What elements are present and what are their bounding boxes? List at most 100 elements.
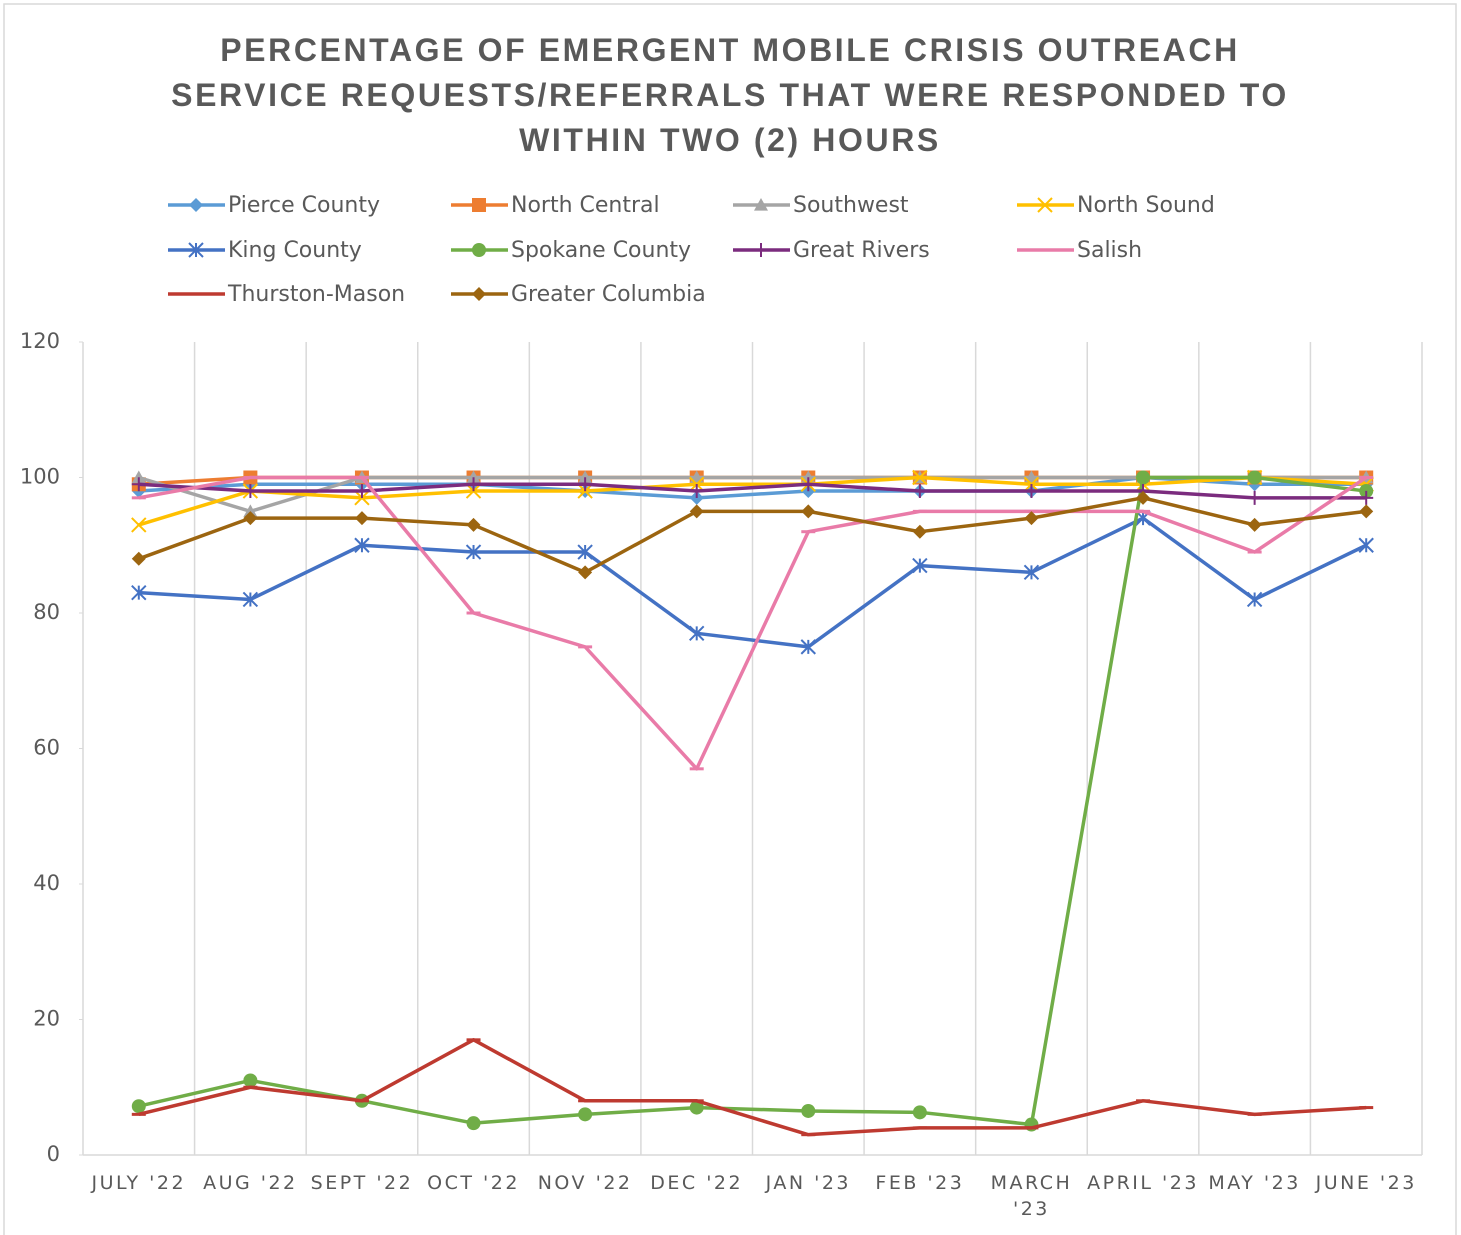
legend-label: North Central <box>511 193 660 218</box>
marker-part <box>912 469 928 486</box>
marker-part <box>466 1116 481 1131</box>
marker <box>1247 470 1262 485</box>
marker-part <box>1246 591 1263 608</box>
marker <box>1359 490 1374 505</box>
marker-part <box>131 584 147 601</box>
y-tick-label: 20 <box>33 1007 60 1031</box>
marker <box>912 469 928 486</box>
marker <box>578 565 593 580</box>
marker <box>800 639 816 655</box>
marker <box>243 1073 258 1088</box>
y-tick-label: 100 <box>20 465 60 489</box>
marker <box>801 1103 816 1118</box>
y-tick-label: 60 <box>33 736 60 760</box>
marker-part <box>800 639 816 655</box>
marker-part <box>1037 197 1053 213</box>
legend-marker <box>1037 197 1053 213</box>
marker <box>1246 591 1263 608</box>
marker <box>466 1116 481 1131</box>
x-tick-label: DEC '22 <box>650 1172 744 1194</box>
marker <box>131 1099 146 1114</box>
marker <box>912 1105 927 1120</box>
legend-label: North Sound <box>1077 193 1215 218</box>
marker <box>242 591 259 608</box>
legend-item: Spokane County <box>451 238 691 263</box>
marker <box>754 198 768 211</box>
marker-part <box>188 242 204 258</box>
marker-part <box>689 625 705 642</box>
marker <box>472 243 486 257</box>
marker <box>1023 564 1040 581</box>
marker <box>1136 490 1151 505</box>
series-line <box>138 516 1367 649</box>
marker <box>801 504 816 519</box>
marker <box>465 544 482 560</box>
marker-part <box>577 544 593 560</box>
marker <box>188 242 204 258</box>
marker <box>912 557 928 574</box>
marker <box>243 504 258 517</box>
marker <box>354 537 370 553</box>
x-tick-label: JAN '23 <box>765 1172 851 1194</box>
marker <box>689 484 704 499</box>
legend-item: Greater Columbia <box>451 282 706 307</box>
marker <box>801 477 816 492</box>
marker-part <box>465 544 482 560</box>
marker <box>131 584 147 601</box>
marker <box>466 477 481 492</box>
marker <box>131 517 147 533</box>
x-tick-label: JUNE '23 <box>1315 1172 1417 1194</box>
series-line <box>138 475 1368 771</box>
marker <box>577 544 593 560</box>
marker-part <box>578 470 593 484</box>
marker-part <box>131 470 146 484</box>
marker <box>1024 484 1039 499</box>
marker-part <box>801 1103 816 1118</box>
marker <box>912 484 927 499</box>
legend-label: Thurston-Mason <box>227 282 405 307</box>
marker <box>689 1100 704 1115</box>
frame <box>3 3 1457 1235</box>
legend-marker <box>188 242 204 258</box>
marker <box>689 625 705 642</box>
marker <box>354 511 369 526</box>
marker-part <box>354 484 369 499</box>
marker <box>243 484 258 499</box>
marker-part <box>689 504 704 519</box>
x-tick-label: APRIL '23 <box>1087 1172 1199 1194</box>
marker <box>466 470 481 484</box>
marker <box>689 504 704 519</box>
marker <box>472 287 486 301</box>
y-tick-label: 120 <box>20 329 60 353</box>
legend-label: Greater Columbia <box>511 282 706 307</box>
marker-part <box>754 243 768 257</box>
marker-part <box>1136 470 1151 485</box>
marker <box>578 470 593 484</box>
series-line <box>138 1038 1367 1137</box>
legend-item: Pierce County <box>168 193 380 218</box>
marker <box>354 484 369 499</box>
marker-part <box>354 511 369 526</box>
legend-item: Great Rivers <box>733 238 930 263</box>
marker-part <box>1358 537 1374 553</box>
legend-label: Pierce County <box>228 193 380 218</box>
x-tick-label: FEB '23 <box>875 1172 965 1194</box>
marker-part <box>189 198 203 212</box>
legend-marker <box>472 198 486 212</box>
marker <box>131 477 146 492</box>
legend-label: Salish <box>1077 238 1142 263</box>
legend-item: Salish <box>1017 238 1142 263</box>
legend-label: Spokane County <box>511 238 691 263</box>
x-tick-label: MARCH '23 <box>990 1172 1073 1220</box>
marker-part <box>912 524 927 539</box>
marker-part <box>131 477 146 492</box>
legend-label: King County <box>228 238 362 263</box>
marker-part <box>472 198 486 212</box>
marker-part <box>578 565 593 580</box>
legend-label: Great Rivers <box>793 238 930 263</box>
x-tick-label: SEPT '22 <box>310 1172 414 1194</box>
marker-part <box>1024 484 1039 499</box>
marker-part <box>1359 504 1374 519</box>
marker-part <box>689 1100 704 1115</box>
marker-part <box>912 557 928 574</box>
